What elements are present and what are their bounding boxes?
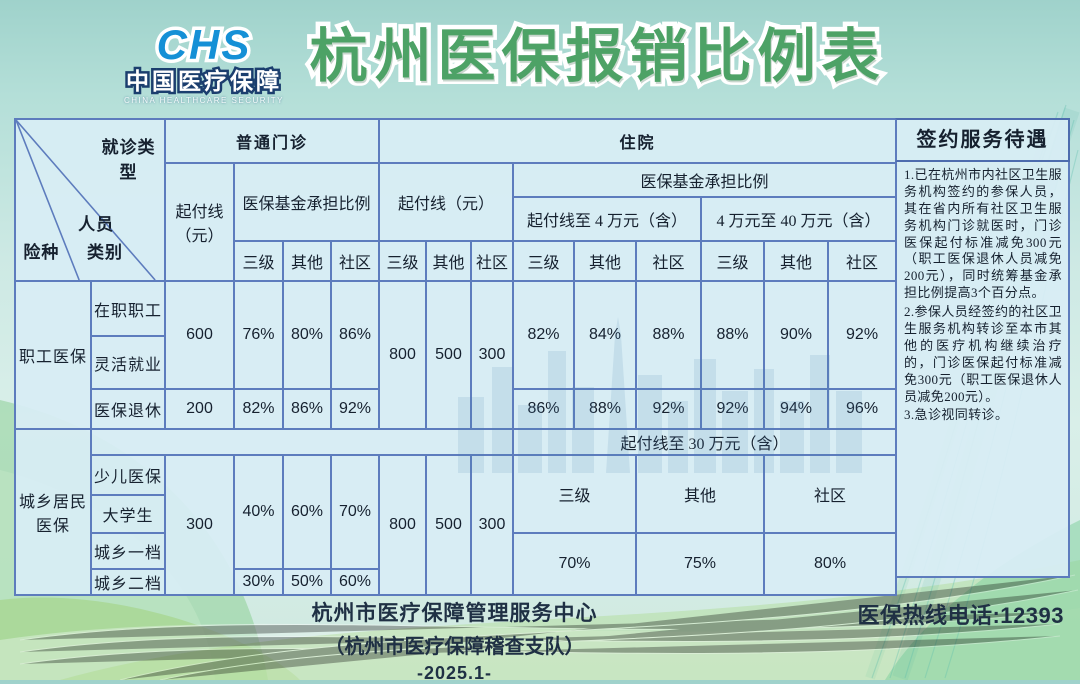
corner-cell: 就诊类型 人员 类别 险种 xyxy=(14,118,166,282)
cell-res-op-t2-other: 50% xyxy=(282,568,332,596)
header-op-community: 社区 xyxy=(329,240,381,282)
reimbursement-table: 就诊类型 人员 类别 险种 普通门诊 住院 起付线（元） 医保基金承担比例 起付… xyxy=(14,118,1070,596)
header-ip-fund-ratio: 医保基金承担比例 xyxy=(512,162,898,198)
header-outpatient: 普通门诊 xyxy=(163,118,381,164)
header-op-fund-ratio: 医保基金承担比例 xyxy=(232,162,381,242)
row-label-retired: 医保退休 xyxy=(90,388,166,430)
page-title: 杭州医保报销比例表 杭州医保报销比例表 xyxy=(305,20,886,94)
separator-empty xyxy=(89,428,515,456)
cell-res-ip-ded-l3: 800 xyxy=(378,454,428,596)
cell-res-op-t2-l3: 30% xyxy=(233,568,284,596)
header-inpatient: 住院 xyxy=(378,118,898,164)
footer-org-block: 杭州市医疗保障管理服务中心 （杭州市医疗保障稽查支队） -2025.1- xyxy=(14,597,895,684)
cell-ret-ip-low-community: 92% xyxy=(635,388,703,430)
cell-res-op-t1-community: 70% xyxy=(329,454,381,570)
row-label-children: 少儿医保 xyxy=(90,454,166,496)
cell-res-ip-ded-other: 500 xyxy=(425,454,473,596)
cell-emp-ip-low-community: 88% xyxy=(635,280,703,390)
cell-ret-ip-low-other: 88% xyxy=(573,388,638,430)
header-tier-resident: 起付线至 30 万元（含） xyxy=(512,428,898,456)
header-ip-deductible: 起付线（元） xyxy=(378,162,515,242)
cell-ret-op-other: 86% xyxy=(282,388,332,430)
footer-org-subname: （杭州市医疗保障稽查支队） xyxy=(324,636,585,658)
notes-title: 签约服务待遇 xyxy=(895,118,1070,162)
cell-emp-op-other: 80% xyxy=(282,280,332,390)
cell-emp-ip-high-l3: 88% xyxy=(700,280,766,390)
row-label-urban-rural-1: 城乡一档 xyxy=(90,532,166,570)
note-item-3: 3.急诊视同转诊。 xyxy=(904,407,1009,423)
cell-res-op-t1-l3: 40% xyxy=(233,454,284,570)
header-tierhigh-other: 其他 xyxy=(763,240,830,282)
chs-logo: CHS CHS 中国医疗保障 中国医疗保障 CHINA HEALTHCARE S… xyxy=(104,18,304,105)
chs-logo-name-en: CHINA HEALTHCARE SECURITY xyxy=(123,96,285,105)
header-tierhigh-community: 社区 xyxy=(827,240,898,282)
row-label-flexible-employment: 灵活就业 xyxy=(90,335,166,390)
group-employee: 职工医保 xyxy=(14,280,92,430)
cell-emp-op-l3: 76% xyxy=(233,280,284,390)
notes-body: 1.已在杭州市内社区卫生服务机构签约的参保人员，其在省内所有社区卫生服务机构门诊… xyxy=(895,162,1070,578)
cell-ret-op-community: 92% xyxy=(329,388,381,430)
header-res-l3: 三级 xyxy=(512,454,638,534)
main-grid: 就诊类型 人员 类别 险种 普通门诊 住院 起付线（元） 医保基金承担比例 起付… xyxy=(14,118,898,596)
corner-person-category-2: 类别 xyxy=(87,243,124,263)
row-label-urban-rural-2: 城乡二档 xyxy=(90,568,166,596)
cell-emp-ip-low-l3: 82% xyxy=(512,280,576,390)
cell-res-ip-ded-community: 300 xyxy=(470,454,515,596)
note-item-2: 2.参保人员经签约的社区卫生服务机构转诊至本市其他的医疗机构继续治疗的，门诊医保… xyxy=(904,304,1062,404)
cell-ret-ip-low-l3: 86% xyxy=(512,388,576,430)
cell-emp-ip-high-other: 90% xyxy=(763,280,830,390)
group-resident-line2: 医保 xyxy=(35,518,70,535)
cell-ret-op-deductible: 200 xyxy=(164,388,235,430)
chs-logo-name-cn: 中国医疗保障 中国医疗保障 xyxy=(124,66,282,97)
cell-res-op-t1-other: 60% xyxy=(282,454,332,570)
cell-emp-ip-ded-community: 300 xyxy=(470,280,515,430)
cell-emp-ip-low-other: 84% xyxy=(573,280,638,390)
footer-hotline: 医保热线电话:12393 xyxy=(857,603,1064,628)
footer-date: -2025.1- xyxy=(416,663,493,683)
cell-res-op-t2-community: 60% xyxy=(329,568,381,596)
cell-emp-ip-ded-other: 500 xyxy=(425,280,473,430)
cell-emp-ip-high-community: 92% xyxy=(827,280,898,390)
cell-res-op-deductible: 300 xyxy=(164,454,235,596)
footer-org-name: 杭州市医疗保障管理服务中心 xyxy=(311,602,598,625)
row-label-student: 大学生 xyxy=(90,494,166,534)
corner-visit-type: 就诊类型 xyxy=(101,137,156,182)
header-op-deductible: 起付线（元） xyxy=(164,162,235,282)
header-ipded-community: 社区 xyxy=(470,240,515,282)
header-op-other: 其他 xyxy=(282,240,332,282)
header-res-other: 其他 xyxy=(635,454,766,534)
cell-res-ip-community: 80% xyxy=(763,532,898,596)
header-tierlow-other: 其他 xyxy=(573,240,638,282)
header-op-l3: 三级 xyxy=(233,240,284,282)
chs-logo-acronym: CHS CHS xyxy=(153,18,253,71)
group-resident: 城乡居民 医保 xyxy=(14,428,92,596)
header-ipded-other: 其他 xyxy=(425,240,473,282)
header-tier-high: 4 万元至 40 万元（含） xyxy=(700,196,898,242)
group-resident-line1: 城乡居民 xyxy=(18,494,87,511)
cell-ret-ip-high-l3: 92% xyxy=(700,388,766,430)
header-tier-low: 起付线至 4 万元（含） xyxy=(512,196,703,242)
cell-ret-ip-high-other: 94% xyxy=(763,388,830,430)
header-tierlow-l3: 三级 xyxy=(512,240,576,282)
header-res-community: 社区 xyxy=(763,454,898,534)
header-tierhigh-l3: 三级 xyxy=(700,240,766,282)
corner-diagonals xyxy=(17,121,156,279)
header-tierlow-community: 社区 xyxy=(635,240,703,282)
cell-ret-ip-high-community: 96% xyxy=(827,388,898,430)
cell-emp-ip-ded-l3: 800 xyxy=(378,280,428,430)
notes-panel: 签约服务待遇 1.已在杭州市内社区卫生服务机构签约的参保人员，其在省内所有社区卫… xyxy=(895,118,1070,578)
cell-res-ip-l3: 70% xyxy=(512,532,638,596)
header-ipded-l3: 三级 xyxy=(378,240,428,282)
cell-res-ip-other: 75% xyxy=(635,532,766,596)
cell-emp-op-community: 86% xyxy=(329,280,381,390)
corner-person-category-1: 人员 xyxy=(78,214,115,234)
note-item-1: 1.已在杭州市内社区卫生服务机构签约的参保人员，其在省内所有社区卫生服务机构门诊… xyxy=(904,167,1062,301)
row-label-active-employee: 在职职工 xyxy=(90,280,166,337)
corner-insurance-type: 险种 xyxy=(23,243,60,263)
cell-ret-op-l3: 82% xyxy=(233,388,284,430)
cell-emp-op-deductible: 600 xyxy=(164,280,235,390)
